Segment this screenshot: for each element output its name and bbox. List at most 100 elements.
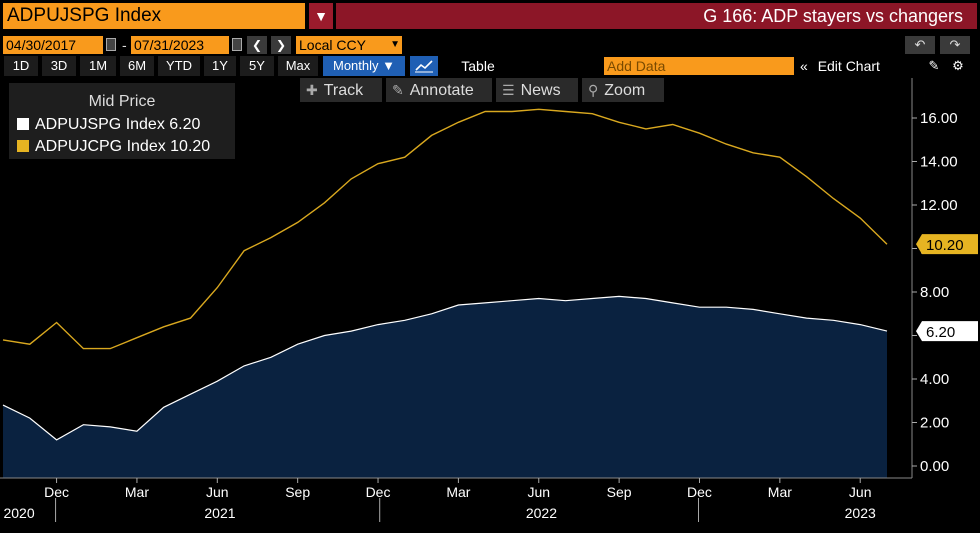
- pencil-icon: ✎: [392, 82, 404, 98]
- news-tool-button[interactable]: ☰ News: [496, 78, 578, 102]
- date-separator: -: [122, 37, 127, 53]
- x-tick-label: Jun: [527, 484, 550, 500]
- y-tick-label: 8.00: [920, 284, 949, 301]
- calendar-icon[interactable]: [106, 38, 116, 51]
- crosshair-icon: ✚: [306, 82, 318, 98]
- y-tick-label: 14.00: [920, 154, 958, 171]
- range-5y-button[interactable]: 5Y: [240, 56, 274, 76]
- date-row: 04/30/2017 - 07/31/2023 ❮ ❯ Local CCY ▼ …: [0, 35, 980, 55]
- stayers-area: [3, 296, 887, 478]
- currency-select[interactable]: Local CCY ▼: [296, 36, 402, 54]
- range-1y-button[interactable]: 1Y: [204, 56, 236, 76]
- track-tool-button[interactable]: ✚ Track: [300, 78, 382, 102]
- line-chart-icon: [415, 60, 433, 73]
- edit-chart-button[interactable]: « Edit Chart: [800, 56, 920, 76]
- stayers-area-layer: [3, 296, 887, 478]
- magnifier-icon: ⚲: [588, 82, 599, 98]
- y-tick-label: 16.00: [920, 110, 958, 127]
- range-1m-button[interactable]: 1M: [80, 56, 116, 76]
- redo-icon: ↷: [949, 37, 961, 52]
- x-tick-label: Jun: [206, 484, 229, 500]
- legend-item-stayers[interactable]: ADPUJSPG Index 6.20: [17, 116, 200, 134]
- x-tick-label: Sep: [607, 484, 632, 500]
- legend-item-changers[interactable]: ADPUJCPG Index 10.20: [17, 138, 210, 156]
- prev-period-button[interactable]: ❮: [247, 36, 267, 54]
- range-1d-button[interactable]: 1D: [4, 56, 38, 76]
- x-tick-label: Dec: [687, 484, 712, 500]
- news-label: News: [520, 82, 561, 99]
- y-tick-label: 0.00: [920, 458, 949, 475]
- dropdown-arrow-icon: ▼: [314, 8, 328, 24]
- x-tick-label: Mar: [768, 484, 792, 500]
- chart-type-button[interactable]: [410, 56, 438, 76]
- stayers-line: [2, 295, 888, 441]
- y-tick-label: 4.00: [920, 371, 949, 388]
- range-3d-button[interactable]: 3D: [42, 56, 76, 76]
- currency-value: Local CCY: [299, 37, 366, 53]
- next-period-button[interactable]: ❯: [271, 36, 291, 54]
- range-max-button[interactable]: Max: [278, 56, 318, 76]
- chevron-right-icon: ❯: [275, 38, 287, 52]
- gear-icon: ⚙: [952, 58, 964, 73]
- periodicity-select[interactable]: Monthly ▼: [323, 56, 405, 76]
- y-tick-label: 2.00: [920, 415, 949, 432]
- news-icon: ☰: [502, 82, 515, 98]
- legend-label: ADPUJCPG Index 10.20: [35, 138, 211, 155]
- add-data-input[interactable]: Add Data: [604, 57, 794, 75]
- x-tick-label: Mar: [125, 484, 149, 500]
- undo-icon: ↶: [914, 37, 926, 52]
- redo-button[interactable]: ↷: [940, 36, 970, 54]
- undo-button[interactable]: ↶: [905, 36, 935, 54]
- x-year-label: 2020: [3, 505, 34, 521]
- annotate-tool-button[interactable]: ✎ Annotate: [386, 78, 492, 102]
- legend[interactable]: Mid Price ADPUJSPG Index 6.20 ADPUJCPG I…: [9, 83, 235, 159]
- annotate-chart-button[interactable]: ✎: [924, 56, 944, 76]
- periodicity-value: Monthly: [332, 58, 379, 73]
- range-6m-button[interactable]: 6M: [120, 56, 154, 76]
- range-row: 1D 3D 1M 6M YTD 1Y 5Y Max Monthly ▼ Tabl…: [0, 56, 980, 76]
- x-year-label: 2022: [526, 505, 557, 521]
- x-tick-label: Jun: [849, 484, 872, 500]
- x-year-label: 2021: [204, 505, 235, 521]
- edit-chart-label: Edit Chart: [817, 58, 880, 74]
- zoom-tool-button[interactable]: ⚲ Zoom: [582, 78, 664, 102]
- track-label: Track: [323, 82, 364, 99]
- table-button[interactable]: Table: [461, 58, 495, 74]
- x-tick-label: Sep: [285, 484, 310, 500]
- x-tick-label: Dec: [366, 484, 391, 500]
- top-bar: ADPUJSPG Index ▼ G 166: ADP stayers vs c…: [0, 0, 980, 33]
- start-date-input[interactable]: 04/30/2017: [3, 36, 103, 54]
- x-year-label: 2023: [845, 505, 876, 521]
- legend-swatch: [17, 140, 29, 152]
- legend-title: Mid Price: [88, 93, 156, 110]
- chevron-left-icon: ❮: [251, 38, 263, 52]
- value-tag-text: 6.20: [926, 324, 955, 341]
- annotate-label: Annotate: [409, 82, 474, 99]
- end-date-input[interactable]: 07/31/2023: [131, 36, 229, 54]
- chart-title: G 166: ADP stayers vs changers: [336, 3, 977, 29]
- range-ytd-button[interactable]: YTD: [158, 56, 200, 76]
- x-axis: Dec Mar Jun Sep Dec Mar Jun Sep Dec Mar Jun 2020 202…: [0, 477, 912, 522]
- zoom-label: Zoom: [604, 82, 646, 99]
- calendar-icon[interactable]: [232, 38, 242, 51]
- ticker-dropdown-button[interactable]: ▼: [309, 3, 333, 29]
- changers-line: [2, 108, 888, 350]
- value-tag-shape: [916, 234, 978, 255]
- legend-label: ADPUJSPG Index 6.20: [35, 116, 201, 133]
- stayers-last-value-tag: 6.20: [916, 321, 978, 342]
- settings-button[interactable]: ⚙: [948, 56, 968, 76]
- value-tag-text: 10.20: [926, 237, 964, 254]
- series-lines-layer: [2, 108, 888, 441]
- x-tick-label: Dec: [44, 484, 69, 500]
- pencil-icon: ✎: [928, 58, 940, 73]
- dropdown-arrow-icon: ▼: [382, 58, 396, 73]
- last-value-labels: 10.20 6.20: [916, 234, 978, 342]
- value-tag-shape: [916, 321, 978, 342]
- double-chevron-left-icon: «: [800, 58, 808, 74]
- ticker-input[interactable]: ADPUJSPG Index: [3, 3, 305, 29]
- dropdown-arrow-icon: ▼: [390, 39, 400, 50]
- y-tick-label: 12.00: [920, 197, 958, 214]
- x-tick-label: Mar: [446, 484, 470, 500]
